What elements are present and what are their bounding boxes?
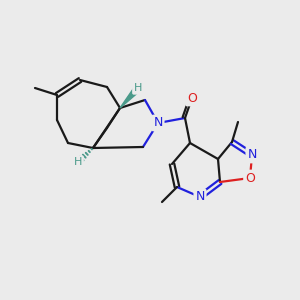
Text: O: O xyxy=(187,92,197,104)
Text: N: N xyxy=(195,190,205,203)
Text: H: H xyxy=(74,157,82,167)
Text: H: H xyxy=(134,83,142,93)
Polygon shape xyxy=(120,86,141,108)
Text: N: N xyxy=(247,148,257,161)
Text: O: O xyxy=(245,172,255,184)
Text: N: N xyxy=(153,116,163,130)
